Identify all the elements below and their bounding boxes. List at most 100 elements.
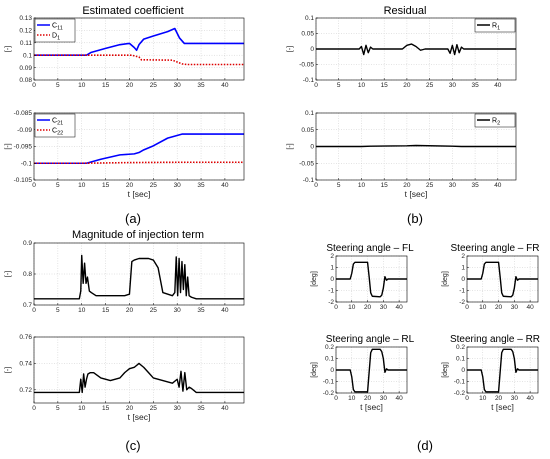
x-tick-label: 0 bbox=[32, 307, 36, 314]
x-tick-label: 15 bbox=[381, 182, 389, 189]
x-tick-label: 20 bbox=[403, 82, 411, 89]
x-tick-label: 10 bbox=[348, 395, 356, 402]
y-tick-label: 0.1 bbox=[305, 15, 314, 22]
x-axis-label: t [sec] bbox=[360, 402, 383, 412]
x-tick-label: 30 bbox=[449, 82, 457, 89]
y-axis-label: [-] bbox=[5, 271, 12, 277]
subplot-title: Steering angle – RR bbox=[450, 334, 540, 345]
x-tick-label: 10 bbox=[479, 304, 487, 311]
x-tick-label: 30 bbox=[174, 82, 182, 89]
y-tick-label: -1 bbox=[328, 288, 334, 295]
y-tick-label: -0.09 bbox=[17, 127, 32, 134]
legend-label: R2 bbox=[492, 118, 500, 127]
panel-label-c: (c) bbox=[125, 438, 140, 453]
subplot-title: Steering angle – FR bbox=[451, 243, 540, 254]
x-tick-label: 40 bbox=[526, 395, 534, 402]
y-tick-label: 0.2 bbox=[325, 344, 334, 351]
y-tick-label: 0.08 bbox=[19, 77, 32, 84]
y-tick-label: -0.1 bbox=[303, 77, 315, 84]
y-axis-label: [deg] bbox=[311, 362, 318, 378]
x-tick-label: 35 bbox=[471, 82, 479, 89]
y-tick-label: 0 bbox=[461, 367, 465, 374]
y-axis-label: [deg] bbox=[442, 362, 449, 378]
y-tick-label: 0.1 bbox=[456, 356, 465, 363]
x-tick-label: 30 bbox=[380, 395, 388, 402]
injection-title: Magnitude of injection term bbox=[72, 229, 204, 241]
x-tick-label: 35 bbox=[471, 182, 479, 189]
series-line-inj_bot-0 bbox=[34, 362, 244, 394]
x-tick-label: 40 bbox=[221, 82, 229, 89]
y-tick-label: -0.085 bbox=[14, 110, 33, 117]
y-tick-label: -0.1 bbox=[323, 379, 335, 386]
y-tick-label: 0 bbox=[330, 276, 334, 283]
series-line-coef_bot-1 bbox=[34, 161, 244, 165]
y-tick-label: 0.13 bbox=[19, 15, 32, 22]
x-tick-label: 10 bbox=[358, 82, 366, 89]
legend-label: D1 bbox=[52, 33, 60, 42]
y-tick-label: 0 bbox=[461, 276, 465, 283]
x-tick-label: 40 bbox=[221, 405, 229, 412]
x-tick-label: 40 bbox=[395, 304, 403, 311]
x-tick-label: 30 bbox=[449, 182, 457, 189]
y-tick-label: 2 bbox=[461, 253, 465, 260]
x-tick-label: 20 bbox=[126, 82, 134, 89]
y-tick-label: 0.9 bbox=[23, 240, 32, 247]
panel-label-a: (a) bbox=[125, 211, 141, 226]
x-tick-label: 25 bbox=[426, 182, 434, 189]
x-axis-label: t [sec] bbox=[405, 189, 428, 199]
y-tick-label: 1 bbox=[461, 265, 465, 272]
x-tick-label: 20 bbox=[126, 405, 134, 412]
series-line-steer_fl-0 bbox=[336, 261, 407, 298]
x-tick-label: 20 bbox=[364, 304, 372, 311]
x-tick-label: 0 bbox=[32, 182, 36, 189]
y-tick-label: -0.2 bbox=[323, 390, 335, 397]
y-tick-label: 0.1 bbox=[305, 110, 314, 117]
x-tick-label: 5 bbox=[56, 182, 60, 189]
series-line-steer_rl-0 bbox=[336, 348, 407, 393]
x-tick-label: 15 bbox=[102, 307, 110, 314]
x-tick-label: 25 bbox=[150, 182, 158, 189]
y-tick-label: 0.8 bbox=[23, 271, 32, 278]
x-tick-label: 35 bbox=[197, 82, 205, 89]
y-tick-label: -0.1 bbox=[454, 379, 466, 386]
chart-inj_bot: 0 5 10 15 20 25 30 35 40 0.72 0.74 0.76 [-] t [sec] bbox=[5, 334, 245, 422]
x-tick-label: 0 bbox=[334, 395, 338, 402]
x-axis-label: t [sec] bbox=[491, 402, 514, 412]
y-tick-label: 0 bbox=[330, 367, 334, 374]
y-axis-label: [-] bbox=[5, 143, 12, 149]
x-tick-label: 10 bbox=[78, 182, 86, 189]
y-axis-label: [-] bbox=[5, 46, 12, 52]
legend: R2 bbox=[474, 113, 516, 128]
x-tick-label: 35 bbox=[197, 405, 205, 412]
x-tick-label: 30 bbox=[380, 304, 388, 311]
chart-resid_top: 0 5 10 15 20 25 30 35 40 -0.1 -0.05 0 0.05 0.1 [-] R1 bbox=[287, 15, 517, 89]
legend-label: C22 bbox=[52, 128, 63, 137]
x-tick-label: 0 bbox=[465, 304, 469, 311]
y-axis-label: [deg] bbox=[311, 271, 318, 287]
x-tick-label: 5 bbox=[337, 82, 341, 89]
y-axis-label: [-] bbox=[287, 143, 294, 149]
x-tick-label: 40 bbox=[494, 182, 502, 189]
y-tick-label: 0.72 bbox=[19, 387, 32, 394]
y-tick-label: -0.05 bbox=[299, 62, 314, 69]
coef-title: Estimated coefficient bbox=[82, 5, 183, 17]
y-tick-label: 1 bbox=[330, 265, 334, 272]
series-line-resid_top-0 bbox=[316, 43, 516, 56]
panel-label-d: (d) bbox=[417, 438, 433, 453]
x-tick-label: 20 bbox=[495, 304, 503, 311]
x-tick-label: 0 bbox=[314, 82, 318, 89]
x-tick-label: 10 bbox=[78, 405, 86, 412]
chart-resid_bot: 0 5 10 15 20 25 30 35 40 -0.1 -0.05 0 0.05 0.1 [-] t [s… bbox=[287, 110, 517, 199]
y-tick-label: 0.1 bbox=[325, 356, 334, 363]
series-line-coef_bot-0 bbox=[34, 133, 244, 165]
chart-steer_fr: 0 10 20 30 40 -2 -1 0 1 2 [deg] Steering angle – FR bbox=[442, 243, 539, 311]
y-tick-label: -0.1 bbox=[303, 177, 315, 184]
x-tick-label: 40 bbox=[526, 304, 534, 311]
y-tick-label: 0.2 bbox=[456, 344, 465, 351]
x-tick-label: 0 bbox=[32, 82, 36, 89]
y-tick-label: -1 bbox=[459, 288, 465, 295]
x-tick-label: 35 bbox=[197, 307, 205, 314]
x-tick-label: 30 bbox=[174, 182, 182, 189]
x-tick-label: 40 bbox=[395, 395, 403, 402]
